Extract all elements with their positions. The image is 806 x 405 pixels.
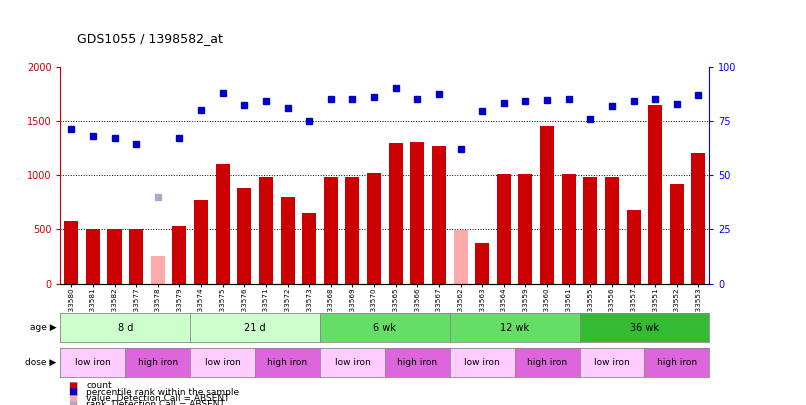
Bar <box>388 143 403 284</box>
Bar <box>129 229 143 284</box>
Bar <box>324 177 338 284</box>
Bar <box>518 174 533 284</box>
Text: 6 wk: 6 wk <box>373 323 397 333</box>
Text: 36 wk: 36 wk <box>630 323 659 333</box>
Bar <box>64 221 78 284</box>
Text: percentile rank within the sample: percentile rank within the sample <box>86 388 239 396</box>
Bar <box>346 177 359 284</box>
Bar <box>107 229 122 284</box>
Bar <box>648 105 663 284</box>
Text: 8 d: 8 d <box>118 323 133 333</box>
Text: ■: ■ <box>69 394 77 403</box>
Text: low iron: low iron <box>464 358 500 367</box>
Bar <box>194 200 208 284</box>
Bar <box>562 174 575 284</box>
Text: ■: ■ <box>69 400 77 405</box>
Text: low iron: low iron <box>205 358 240 367</box>
Text: GDS1055 / 1398582_at: GDS1055 / 1398582_at <box>77 32 222 45</box>
Text: age ▶: age ▶ <box>30 323 56 332</box>
Text: 21 d: 21 d <box>244 323 266 333</box>
Text: 12 wk: 12 wk <box>500 323 530 333</box>
Bar <box>454 230 467 284</box>
Text: low iron: low iron <box>594 358 629 367</box>
Bar <box>280 197 294 284</box>
Bar <box>367 173 381 284</box>
Text: low iron: low iron <box>334 358 370 367</box>
Text: rank, Detection Call = ABSENT: rank, Detection Call = ABSENT <box>86 401 225 405</box>
Text: ■: ■ <box>69 387 77 397</box>
Text: count: count <box>86 381 112 390</box>
Bar <box>302 213 316 284</box>
Text: high iron: high iron <box>657 358 697 367</box>
Bar <box>476 243 489 284</box>
Bar <box>540 126 554 284</box>
Text: high iron: high iron <box>138 358 178 367</box>
Bar <box>626 210 641 284</box>
Text: ■: ■ <box>69 381 77 390</box>
Bar <box>670 184 683 284</box>
Text: value, Detection Call = ABSENT: value, Detection Call = ABSENT <box>86 394 230 403</box>
Text: low iron: low iron <box>75 358 110 367</box>
Bar <box>216 164 230 284</box>
Bar <box>605 177 619 284</box>
Bar <box>584 177 597 284</box>
Text: high iron: high iron <box>527 358 567 367</box>
Bar <box>172 226 186 284</box>
Text: dose ▶: dose ▶ <box>25 358 56 367</box>
Bar <box>410 142 424 284</box>
Bar <box>237 188 251 284</box>
Bar <box>151 256 164 284</box>
Bar <box>259 177 273 284</box>
Bar <box>86 229 100 284</box>
Text: high iron: high iron <box>397 358 438 367</box>
Text: high iron: high iron <box>268 358 308 367</box>
Bar <box>496 174 511 284</box>
Bar <box>432 146 446 284</box>
Bar <box>692 153 705 284</box>
